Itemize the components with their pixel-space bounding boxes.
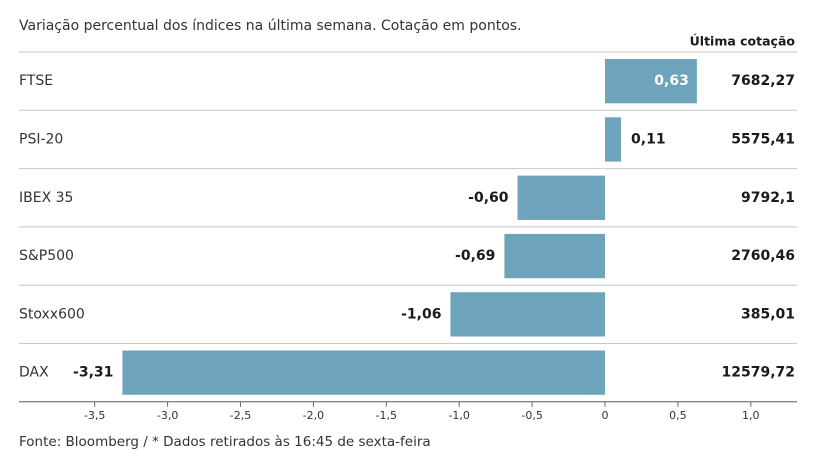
data-label: -0,60 [468, 190, 509, 206]
last-quote-value: 2760,46 [731, 248, 795, 264]
x-tick-label: -0,5 [521, 409, 542, 422]
x-tick-label: 0 [602, 409, 609, 422]
bar [504, 233, 605, 279]
x-tick-label: -3,5 [84, 409, 105, 422]
bar-chart: Última cotação FTSE 0,63 7682,27 PSI-20 0,11 5… [19, 34, 797, 422]
last-quote-value: 12579,72 [721, 365, 795, 381]
chart-subtitle: Variação percentual dos índices na últim… [19, 18, 522, 34]
x-tick-label: -2,0 [303, 409, 324, 422]
category-label: FTSE [19, 73, 53, 89]
category-label: DAX [19, 365, 49, 381]
bar [605, 59, 697, 104]
source-note: Fonte: Bloomberg / * Dados retirados às … [19, 434, 431, 450]
x-tick-label: 0,5 [669, 409, 687, 422]
data-label: -3,31 [73, 365, 113, 381]
last-quote-value: 5575,41 [731, 131, 795, 147]
category-label: IBEX 35 [19, 190, 73, 206]
x-tick-label: 1,0 [742, 409, 760, 422]
category-label: Stoxx600 [19, 306, 85, 322]
category-label: PSI-20 [19, 131, 63, 147]
last-quote-header: Última cotação [690, 34, 796, 49]
bar [450, 292, 605, 337]
bar [605, 117, 622, 162]
bar [122, 350, 605, 395]
x-tick-label: -1,5 [376, 409, 397, 422]
bar [517, 175, 605, 220]
x-tick-label: -3,0 [157, 409, 178, 422]
last-quote-value: 385,01 [741, 306, 795, 322]
last-quote-value: 7682,27 [731, 73, 795, 89]
category-label: S&P500 [19, 248, 74, 264]
x-tick-label: -1,0 [448, 409, 469, 422]
x-tick-label: -2,5 [230, 409, 251, 422]
data-label: -0,69 [455, 248, 495, 264]
data-label: 0,63 [654, 73, 689, 89]
data-label: -1,06 [401, 306, 441, 322]
last-quote-value: 9792,1 [741, 190, 795, 206]
data-label: 0,11 [631, 131, 666, 147]
